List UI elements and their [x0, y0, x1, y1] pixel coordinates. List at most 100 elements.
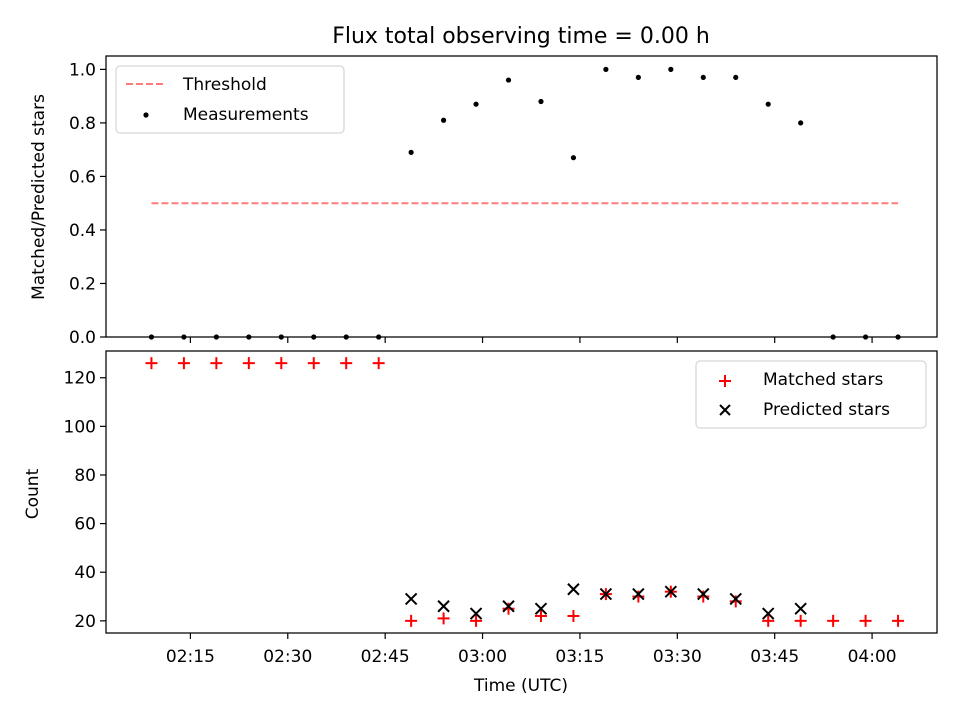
predicted-stars-point — [469, 607, 483, 620]
matched-stars-point — [210, 357, 223, 370]
bottom-y-tick-label: 20 — [74, 612, 96, 632]
matched-stars-point — [275, 357, 288, 370]
matched-stars-point — [177, 357, 190, 370]
matched-stars-point — [437, 612, 450, 625]
top-legend-box — [115, 65, 345, 134]
bottom-x-tick-label: 02:30 — [263, 647, 312, 667]
top-y-tick-label: 0.0 — [69, 328, 96, 348]
bottom-y-tick-label: 80 — [74, 466, 96, 486]
measurements-point — [408, 149, 414, 155]
predicted-stars-point — [502, 600, 515, 613]
matched-stars-point — [794, 614, 807, 627]
bottom-y-tick-label: 40 — [74, 563, 96, 583]
measurements-point — [668, 66, 674, 72]
measurements-point — [830, 334, 836, 340]
measurements-point — [505, 77, 512, 83]
chart-title: Flux total observing time = 0.00 h — [332, 24, 710, 49]
matched-stars-point — [859, 614, 872, 627]
bottom-ticks: 20 40 60 80 100 120 02:15 02:30 02:45 03:00 03:15 0… — [64, 369, 897, 667]
matched-stars-point — [405, 614, 418, 627]
measurements-point — [570, 155, 577, 161]
measurements-point — [635, 74, 641, 81]
measurements-point — [733, 74, 739, 81]
measurements-point — [148, 334, 155, 340]
top-y-tick-label: 0.4 — [69, 221, 96, 241]
x-axis-label: Time (UTC) — [473, 676, 568, 696]
measurements-point — [181, 334, 187, 340]
matched-stars-point — [534, 609, 547, 622]
matched-stars-point — [729, 595, 742, 608]
top-y-tick-label: 0.8 — [69, 114, 96, 134]
predicted-stars-point — [794, 602, 807, 615]
top-axes-frame — [105, 55, 938, 338]
measurements-point — [246, 334, 252, 340]
matched-stars-point — [567, 609, 580, 622]
predicted-stars-point — [729, 592, 742, 606]
matched-stars-point — [632, 590, 645, 603]
bottom-x-tick-label: 03:30 — [653, 647, 702, 667]
measurements-point — [311, 334, 317, 340]
legend-matched-label: Matched stars — [763, 370, 883, 390]
bottom-y-axis-label: Count — [23, 468, 43, 519]
matched-stars-point — [892, 614, 905, 627]
predicted-stars-point — [761, 607, 775, 620]
top-y-tick-label: 0.2 — [69, 274, 96, 294]
legend-measurements-label: Measurements — [183, 105, 309, 125]
matched-stars-point — [762, 614, 775, 627]
measurements-point — [798, 120, 804, 126]
measurements-point — [278, 334, 284, 340]
measurements-point — [895, 334, 901, 340]
measurements-point — [765, 101, 771, 107]
predicted-stars-point — [567, 583, 580, 596]
bottom-x-tick-label: 03:15 — [555, 647, 604, 667]
bottom-y-tick-label: 60 — [74, 515, 96, 535]
bottom-x-tick-label: 03:45 — [750, 647, 799, 667]
top-legend: Threshold Measurements — [115, 65, 345, 134]
bottom-legend: Matched stars Predicted stars — [695, 360, 927, 429]
bottom-y-tick-label: 120 — [64, 369, 96, 389]
top-y-tick-label: 1.0 — [69, 60, 96, 80]
measurements-point — [376, 334, 382, 340]
bottom-y-tick-label: 100 — [64, 417, 96, 437]
measurements-point — [473, 101, 479, 107]
predicted-stars-point — [632, 587, 645, 601]
bottom-axes-frame — [105, 350, 938, 634]
predicted-stars-point — [697, 587, 710, 601]
matched-stars-point — [697, 590, 710, 603]
measurements-point — [700, 74, 706, 81]
predicted-stars-point — [437, 600, 450, 613]
legend-matched-swatch — [719, 375, 731, 387]
bottom-x-tick-label: 04:00 — [848, 647, 897, 667]
matched-stars-point — [242, 357, 255, 370]
matched-stars-point — [145, 357, 158, 370]
matched-stars-point — [502, 602, 515, 615]
top-ticks: 0.0 0.2 0.4 0.6 0.8 1.0 — [69, 60, 873, 348]
matched-stars-point — [307, 357, 320, 370]
predicted-stars-point — [599, 587, 613, 601]
legend-predicted-swatch — [719, 404, 731, 416]
measurements-point — [440, 117, 447, 123]
bottom-x-tick-label: 03:00 — [458, 647, 507, 667]
top-y-tick-label: 0.6 — [69, 167, 96, 187]
bottom-legend-box — [695, 360, 927, 429]
measurements-point — [213, 334, 219, 340]
predicted-stars-point — [664, 585, 678, 598]
legend-measurements-swatch — [143, 112, 149, 118]
bottom-x-tick-label: 02:15 — [166, 647, 215, 667]
matched-stars-point — [470, 614, 483, 627]
matched-stars-point — [340, 357, 353, 370]
top-marks — [148, 66, 901, 340]
measurements-point — [862, 334, 869, 340]
legend-predicted-label: Predicted stars — [763, 400, 890, 420]
predicted-stars-point — [534, 602, 548, 615]
measurements-point — [343, 334, 349, 340]
top-y-axis-label: Matched/Predicted stars — [29, 94, 49, 300]
matched-stars-point — [372, 357, 385, 370]
legend-threshold-label: Threshold — [182, 75, 267, 95]
bottom-x-tick-label: 02:45 — [361, 647, 410, 667]
matched-stars-point — [827, 614, 840, 627]
bottom-marks — [145, 357, 905, 627]
measurements-point — [538, 98, 544, 105]
measurements-point — [603, 66, 609, 72]
